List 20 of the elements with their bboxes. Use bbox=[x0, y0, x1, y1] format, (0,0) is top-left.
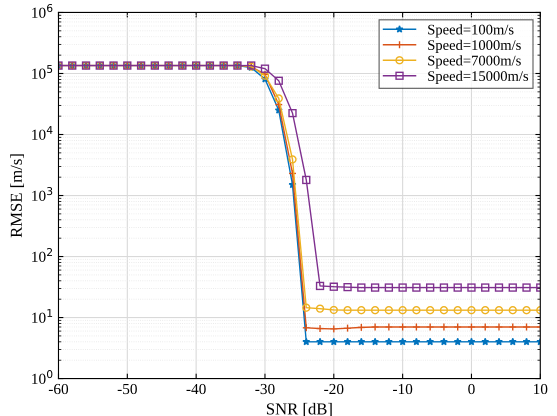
y-tick-label: 10$^{3}$ bbox=[32, 187, 52, 201]
legend-label: Speed=100m/s bbox=[428, 24, 514, 38]
legend-label: Speed=7000m/s bbox=[428, 55, 521, 68]
legend-label: Speed=15000m/s bbox=[428, 70, 528, 84]
y-axis-title: RMSE [m/s] bbox=[10, 154, 24, 238]
x-tick-label: -40 bbox=[186, 384, 206, 394]
x-tick-label: -10 bbox=[393, 384, 412, 394]
y-tick-label: 10$^{2}$ bbox=[32, 248, 52, 262]
x-tick-label: 10 bbox=[534, 384, 548, 394]
x-tick-label: -50 bbox=[118, 384, 137, 394]
y-tick-label: 10$^{6}$ bbox=[32, 4, 52, 18]
y-tick-label: 10$^{1}$ bbox=[32, 309, 52, 323]
x-tick-label: -30 bbox=[255, 384, 275, 394]
y-tick-label: 10$^{4}$ bbox=[32, 126, 52, 140]
x-tick-label: -60 bbox=[48, 384, 68, 394]
y-tick-label: 10$^{0}$ bbox=[32, 370, 52, 384]
x-tick-label: -20 bbox=[324, 384, 344, 394]
legend-label: Speed=1000m/s bbox=[428, 40, 521, 53]
y-tick-label: 10$^{5}$ bbox=[32, 65, 52, 79]
x-tick-label: 0 bbox=[468, 384, 475, 394]
